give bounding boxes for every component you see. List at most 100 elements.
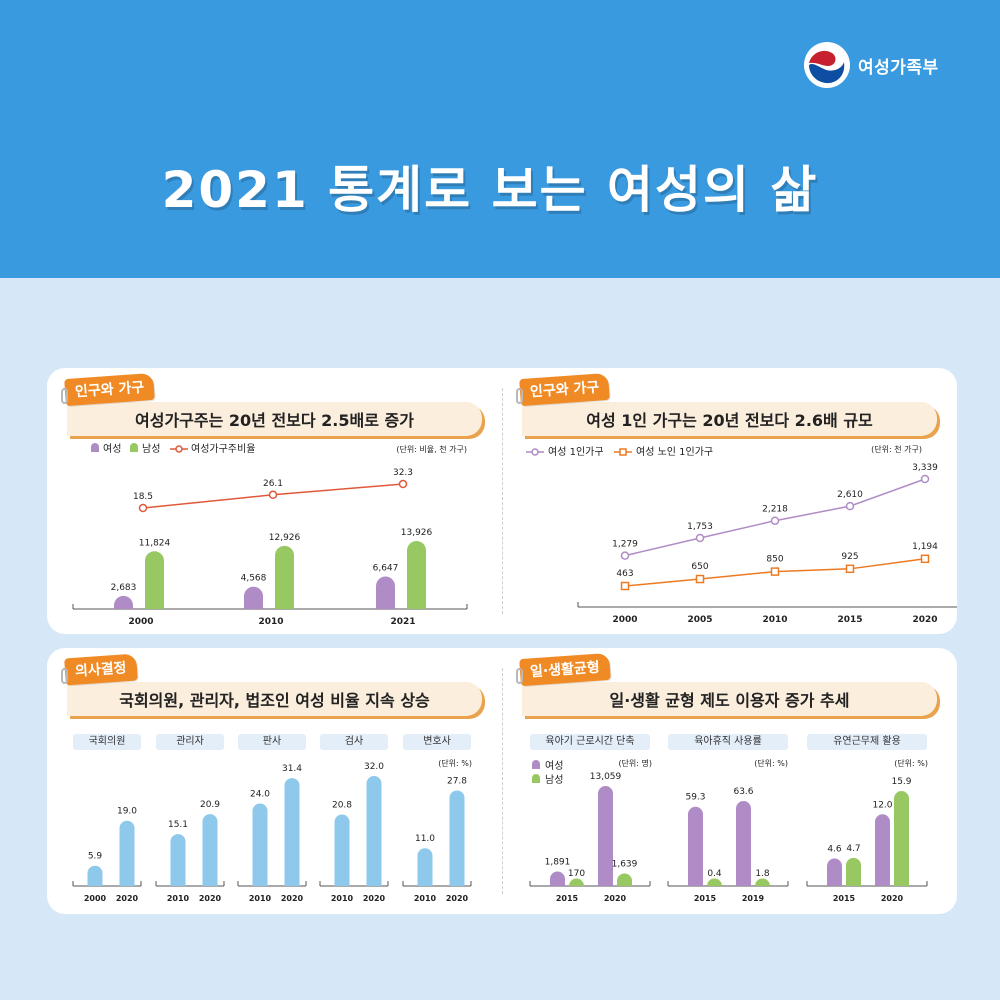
data-label: 4,568 (241, 574, 267, 584)
x-tick-label: 2020 (199, 894, 222, 903)
ratio-point (138, 503, 148, 513)
data-label: 32.3 (393, 468, 413, 478)
group-label: 유연근무제 활용 (807, 734, 927, 750)
clip-icon (61, 388, 68, 404)
bar-female-ratio (334, 814, 350, 886)
data-label: 13,059 (590, 772, 622, 782)
data-label: 19.0 (117, 807, 137, 817)
x-tick-label: 2010 (331, 894, 354, 903)
data-label: 24.0 (250, 790, 270, 800)
clip-icon (516, 668, 523, 684)
bar-male (846, 857, 861, 886)
x-tick-label: 2010 (414, 894, 437, 903)
legend-s1: 여성 1인가구 (548, 446, 604, 458)
data-label: 3,339 (912, 463, 938, 473)
legend-male: 남성 (545, 774, 563, 786)
chart-female-representation: 5.9 2000 19.0 2020 15.1 2010 20.9 2020 24.0 2010 3… (72, 758, 472, 903)
data-label: 12,926 (269, 533, 301, 543)
legend-swatch-female (532, 760, 540, 769)
data-label: 2,218 (762, 505, 788, 515)
point-female-1p (620, 551, 630, 560)
ministry-logo: 여성가족부 (804, 42, 939, 88)
data-label: 1.8 (755, 869, 770, 879)
data-label: 11,824 (139, 538, 171, 548)
data-label: 650 (691, 562, 708, 572)
unit-label: (단위: %) (754, 758, 788, 768)
group-label: 국회의원 (73, 734, 141, 750)
bar-female (736, 801, 751, 886)
x-tick-label: 2015 (694, 894, 717, 903)
x-tick-label: 2020 (912, 615, 937, 625)
data-label: 1,279 (612, 540, 638, 550)
bar-female-ratio (202, 814, 218, 886)
data-label: 1,891 (545, 858, 571, 868)
x-tick-label: 2020 (446, 894, 469, 903)
data-label: 1,753 (687, 522, 713, 532)
legend-male: 남성 (142, 443, 160, 455)
bar-female-ratio (119, 820, 135, 886)
data-label: 20.8 (332, 801, 352, 811)
bar-female-ratio (449, 790, 465, 886)
data-label: 1,194 (912, 542, 938, 552)
legend-swatch-female (91, 443, 99, 452)
bar-female (875, 814, 890, 886)
x-tick-label: 2021 (390, 617, 415, 627)
x-tick-label: 2020 (281, 894, 304, 903)
data-label: 27.8 (447, 776, 467, 786)
panel-title: 일·생활 균형 제도 이용자 증가 추세 (522, 682, 937, 716)
point-elderly-1p (695, 574, 705, 584)
panel-title: 국회의원, 관리자, 법조인 여성 비율 지속 상승 (67, 682, 482, 716)
point-elderly-1p (920, 554, 930, 564)
x-tick-label: 2005 (687, 615, 712, 625)
panel-title: 여성 1인 가구는 20년 전보다 2.6배 규모 (522, 402, 937, 436)
legend-ratio: 여성가구주비율 (191, 443, 255, 455)
x-tick-label: 2019 (742, 894, 765, 903)
legend-marker-s1 (531, 448, 539, 456)
group-label: 변호사 (403, 734, 471, 750)
x-tick-label: 2010 (167, 894, 190, 903)
data-label: 0.4 (707, 869, 722, 879)
bar-male (894, 791, 909, 886)
x-tick-label: 2010 (249, 894, 272, 903)
x-tick-label: 2010 (258, 617, 283, 627)
x-tick-label: 2020 (881, 894, 904, 903)
bar-female (376, 576, 395, 609)
data-label: 11.0 (415, 834, 435, 844)
group-label: 육아기 근로시간 단축 (530, 734, 650, 750)
legend-marker-ratio (175, 445, 183, 453)
group-label: 판사 (238, 734, 306, 750)
x-tick-label: 2000 (128, 617, 153, 627)
legend-female: 여성 (545, 760, 563, 772)
bar-female (688, 806, 703, 886)
legend-marker-s2 (619, 448, 627, 456)
chart-female-householders: 여성 남성 여성가구주비율 (단위: 비율, 천 가구) 2,683 11,824 2000… (72, 443, 468, 627)
bar-male (569, 878, 584, 886)
point-female-1p (920, 474, 930, 484)
group-label: 관리자 (156, 734, 224, 750)
unit-label: (단위: 비율, 천 가구) (396, 444, 467, 454)
data-label: 20.9 (200, 800, 220, 810)
data-label: 5.9 (88, 852, 103, 862)
page-title: 2021 통계로 보는 여성의 삶 (161, 161, 819, 219)
panel-decision-making: 의사결정 국회의원, 관리자, 법조인 여성 비율 지속 상승 국회의원 관리자 판… (47, 648, 502, 914)
data-label: 4.7 (846, 844, 860, 854)
header-banner: 여성가족부 2021 통계로 보는 여성의 삶 (0, 0, 1000, 278)
bar-male (707, 878, 722, 886)
x-tick-label: 2020 (116, 894, 139, 903)
point-female-1p (695, 533, 705, 543)
bar-female-ratio (252, 803, 268, 886)
group-label: 육아휴직 사용률 (668, 734, 788, 750)
data-label: 850 (766, 555, 783, 565)
bar-male (275, 545, 294, 609)
bar-female (827, 858, 842, 886)
clip-icon (516, 388, 523, 404)
data-label: 1,639 (612, 859, 638, 869)
bar-female-ratio (284, 778, 300, 886)
card-divider (502, 668, 503, 894)
data-label: 59.3 (685, 793, 705, 803)
point-elderly-1p (770, 567, 780, 576)
point-elderly-1p (620, 581, 630, 591)
data-label: 12.0 (872, 800, 892, 810)
data-label: 18.5 (133, 492, 153, 502)
